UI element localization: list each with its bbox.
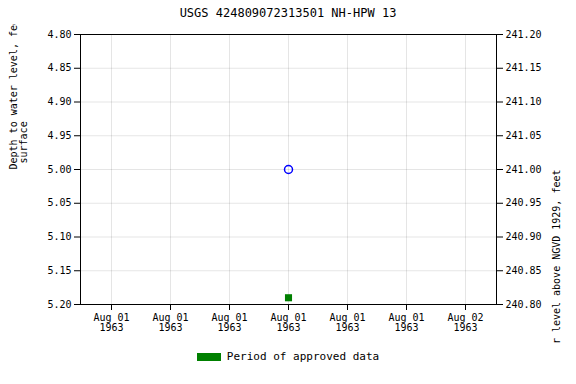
svg-text:5.10: 5.10 [47, 231, 71, 242]
svg-text:4.95: 4.95 [47, 130, 71, 141]
svg-text:Aug 011963: Aug 011963 [388, 312, 424, 333]
svg-text:Aug 011963: Aug 011963 [93, 312, 129, 333]
svg-text:Aug 021963: Aug 021963 [447, 312, 483, 333]
svg-text:5.00: 5.00 [47, 164, 71, 175]
svg-text:Groundwater level above NGVD 1: Groundwater level above NGVD 1929, feet [551, 170, 562, 345]
svg-text:241.15: 241.15 [506, 62, 542, 73]
svg-text:241.05: 241.05 [506, 130, 542, 141]
svg-text:5.20: 5.20 [47, 299, 71, 310]
svg-text:240.90: 240.90 [506, 231, 542, 242]
svg-text:241.20: 241.20 [506, 29, 542, 40]
svg-text:4.85: 4.85 [47, 62, 71, 73]
svg-text:Aug 011963: Aug 011963 [329, 312, 365, 333]
svg-text:5.15: 5.15 [47, 265, 71, 276]
svg-text:240.80: 240.80 [506, 299, 542, 310]
svg-text:241.10: 241.10 [506, 96, 542, 107]
svg-text:4.90: 4.90 [47, 96, 71, 107]
svg-text:Aug 011963: Aug 011963 [270, 312, 306, 333]
svg-text:4.80: 4.80 [47, 29, 71, 40]
html-text:USGS 424809072313501 NH-HPW 13: USGS 424809072313501 NH-HPW 13 [179, 6, 397, 20]
svg-text:5.05: 5.05 [47, 197, 71, 208]
svg-text:Aug 011963: Aug 011963 [152, 312, 188, 333]
svg-text:240.85: 240.85 [506, 265, 542, 276]
html-text:Period of approved data: Period of approved data [226, 350, 380, 363]
svg-text:240.95: 240.95 [506, 197, 542, 208]
svg-text:Depth to water level, feet bel: Depth to water level, feet below land su… [8, 24, 29, 170]
svg-text:241.00: 241.00 [506, 164, 542, 175]
svg-text:Aug 011963: Aug 011963 [211, 312, 247, 333]
